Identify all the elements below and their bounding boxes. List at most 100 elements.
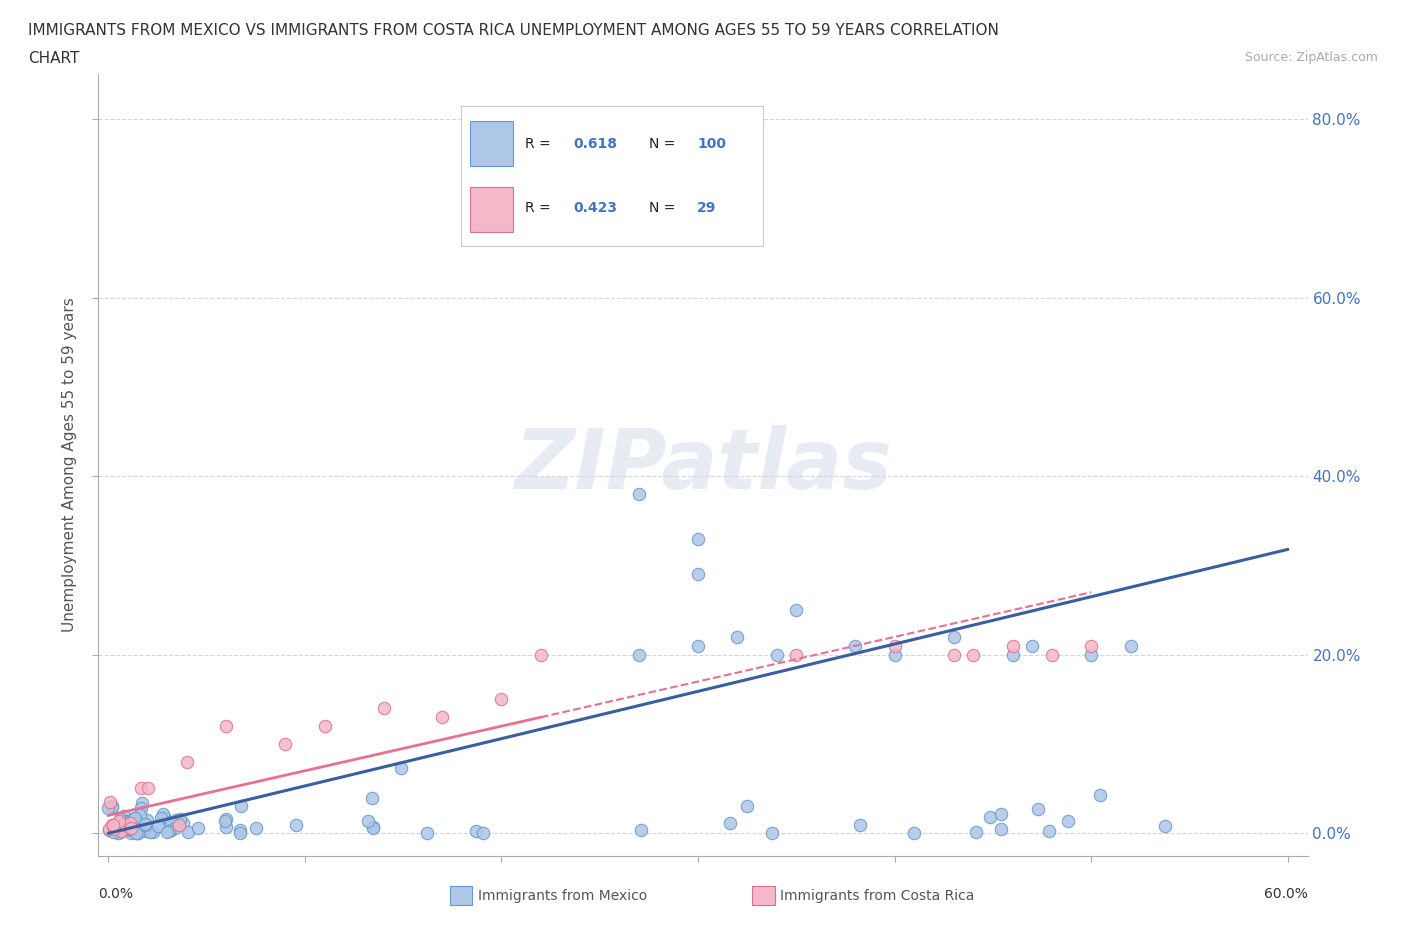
- Point: [628, 647, 651, 662]
- Point: [942, 630, 965, 644]
- Point: [990, 821, 1012, 836]
- Point: [725, 630, 748, 644]
- Point: [129, 807, 152, 822]
- Point: [215, 812, 238, 827]
- Point: [231, 798, 253, 813]
- Point: [153, 809, 176, 824]
- Point: [979, 810, 1001, 825]
- Point: [1040, 647, 1063, 662]
- Point: [166, 813, 188, 828]
- Point: [139, 824, 162, 839]
- Point: [628, 486, 651, 501]
- Point: [785, 603, 807, 618]
- Point: [120, 826, 142, 841]
- Point: [124, 820, 146, 835]
- Point: [314, 719, 336, 734]
- Point: [1057, 814, 1080, 829]
- Point: [361, 820, 384, 835]
- Point: [118, 815, 141, 830]
- Text: 60.0%: 60.0%: [1264, 887, 1308, 901]
- Text: 0.0%: 0.0%: [98, 887, 134, 901]
- Point: [127, 817, 149, 832]
- Point: [112, 817, 135, 832]
- Point: [124, 810, 146, 825]
- Point: [110, 824, 132, 839]
- Point: [120, 820, 142, 835]
- Point: [135, 823, 157, 838]
- Point: [108, 825, 131, 840]
- Point: [101, 798, 124, 813]
- Point: [962, 647, 984, 662]
- Point: [1080, 647, 1102, 662]
- Point: [274, 737, 297, 751]
- Point: [134, 820, 156, 835]
- Point: [101, 800, 124, 815]
- Point: [149, 811, 172, 826]
- Point: [134, 817, 156, 831]
- Point: [361, 790, 384, 805]
- Point: [361, 820, 384, 835]
- Point: [156, 825, 179, 840]
- Point: [108, 812, 131, 827]
- Point: [101, 818, 124, 833]
- Point: [1154, 818, 1177, 833]
- Point: [172, 816, 194, 830]
- Point: [129, 781, 152, 796]
- Point: [530, 647, 553, 662]
- Point: [1001, 638, 1024, 653]
- Point: [115, 815, 138, 830]
- Point: [131, 801, 153, 816]
- Point: [103, 821, 125, 836]
- Point: [942, 647, 965, 662]
- Point: [97, 801, 120, 816]
- Point: [163, 821, 186, 836]
- Point: [214, 813, 236, 828]
- Point: [465, 824, 488, 839]
- Point: [373, 701, 395, 716]
- Point: [1080, 638, 1102, 653]
- Point: [718, 816, 741, 830]
- Point: [127, 822, 149, 837]
- Point: [121, 822, 143, 837]
- Point: [127, 825, 149, 840]
- Point: [903, 826, 925, 841]
- Point: [284, 817, 307, 832]
- Point: [142, 824, 165, 839]
- Point: [118, 822, 141, 837]
- Point: [229, 822, 252, 837]
- Point: [765, 647, 787, 662]
- Point: [124, 825, 146, 840]
- Point: [112, 817, 135, 831]
- Point: [965, 825, 987, 840]
- Point: [107, 826, 129, 841]
- Point: [110, 820, 132, 835]
- Point: [1001, 647, 1024, 662]
- Point: [157, 823, 180, 838]
- Point: [136, 813, 159, 828]
- Text: IMMIGRANTS FROM MEXICO VS IMMIGRANTS FROM COSTA RICA UNEMPLOYMENT AMONG AGES 55 : IMMIGRANTS FROM MEXICO VS IMMIGRANTS FRO…: [28, 23, 1000, 38]
- Point: [131, 796, 153, 811]
- Point: [104, 819, 127, 834]
- Point: [169, 812, 191, 827]
- Text: Immigrants from Costa Rica: Immigrants from Costa Rica: [780, 888, 974, 903]
- Point: [761, 826, 783, 841]
- Point: [177, 825, 200, 840]
- Point: [630, 822, 652, 837]
- Point: [128, 816, 150, 830]
- Point: [160, 822, 183, 837]
- Point: [688, 531, 710, 546]
- Point: [883, 638, 905, 653]
- Point: [472, 826, 495, 841]
- Text: Source: ZipAtlas.com: Source: ZipAtlas.com: [1244, 51, 1378, 64]
- Point: [688, 567, 710, 582]
- Point: [215, 820, 238, 835]
- Point: [844, 638, 866, 653]
- Point: [103, 817, 125, 832]
- Point: [1021, 638, 1043, 653]
- Point: [114, 814, 136, 829]
- Point: [108, 814, 131, 829]
- Point: [389, 760, 412, 775]
- Point: [688, 638, 710, 653]
- Point: [100, 794, 122, 809]
- Point: [152, 806, 174, 821]
